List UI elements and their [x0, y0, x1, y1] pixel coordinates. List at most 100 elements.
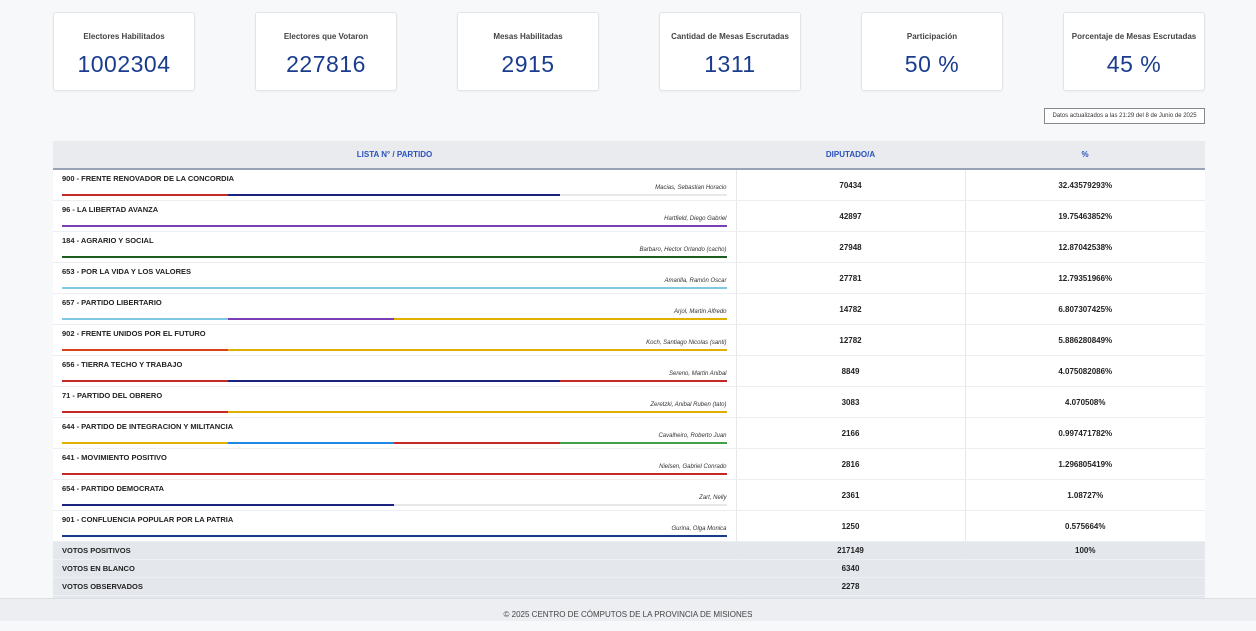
party-name: 653 - POR LA VIDA Y LOS VALORES [62, 267, 192, 276]
party-color-bar [62, 318, 727, 320]
table-row: 656 - TIERRA TECHO Y TRABAJO Sereno, Mart… [53, 355, 1205, 387]
party-cell: 71 - PARTIDO DEL OBRERO Zeretzki, Anibal … [53, 386, 736, 418]
party-color-bar [62, 225, 727, 227]
results-table: LISTA N° / PARTIDO DIPUTADO/A % 900 - FR… [53, 141, 1205, 614]
table-row: 901 - CONFLUENCIA POPULAR POR LA PATRIA G… [53, 510, 1205, 542]
card-title: Participación [906, 32, 958, 41]
votes-cell: 70434 [735, 169, 965, 201]
card-participacion: Participación 50 % [861, 12, 1003, 91]
card-value: 50 % [904, 51, 960, 77]
party-color-bar [62, 287, 727, 289]
totals-row: VOTOS POSITIVOS 217149 100% [53, 541, 1205, 560]
votes-cell: 2166 [735, 417, 965, 449]
votes-cell: 3083 [735, 386, 965, 418]
totals-votes: 2278 [735, 577, 965, 596]
card-value: 2915 [501, 51, 555, 77]
card-electores-votaron: Electores que Votaron 227816 [255, 12, 397, 91]
party-cell: 656 - TIERRA TECHO Y TRABAJO Sereno, Mart… [53, 355, 736, 387]
party-name: 900 - FRENTE RENOVADOR DE LA CONCORDIA [62, 174, 235, 183]
percent-cell: 32.43579293% [964, 169, 1205, 201]
table-row: 71 - PARTIDO DEL OBRERO Zeretzki, Anibal … [53, 386, 1205, 418]
table-row: 902 - FRENTE UNIDOS POR EL FUTURO Koch, S… [53, 324, 1205, 356]
party-color-bar [62, 473, 727, 475]
table-row: 184 - AGRARIO Y SOCIAL Barbaro, Hector Or… [53, 231, 1205, 263]
party-cell: 657 - PARTIDO LIBERTARIO Arjol, Martin Al… [53, 293, 736, 325]
totals-label: VOTOS EN BLANCO [53, 559, 736, 578]
percent-cell: 12.87042538% [964, 231, 1205, 263]
candidate-name: Macias, Sebastian Horacio [655, 185, 727, 191]
votes-cell: 2816 [735, 448, 965, 480]
percent-cell: 12.79351966% [964, 262, 1205, 294]
candidate-name: Hartfield, Diego Gabriel [664, 216, 727, 222]
party-name: 654 - PARTIDO DEMOCRATA [62, 484, 165, 493]
candidate-name: Cavalheiro, Roberto Juan [658, 433, 727, 439]
party-cell: 901 - CONFLUENCIA POPULAR POR LA PATRIA G… [53, 510, 736, 542]
card-title: Mesas Habilitadas [493, 32, 563, 41]
votes-cell: 27948 [735, 231, 965, 263]
party-name: 71 - PARTIDO DEL OBRERO [62, 391, 163, 400]
party-cell: 184 - AGRARIO Y SOCIAL Barbaro, Hector Or… [53, 231, 736, 263]
candidate-name: Barbaro, Hector Orlando (cacho) [639, 247, 727, 253]
totals-row: VOTOS EN BLANCO 6340 [53, 559, 1205, 578]
party-color-bar [62, 442, 727, 444]
percent-cell: 6.807307425% [964, 293, 1205, 325]
card-electores-habilitados: Electores Habilitados 1002304 [53, 12, 195, 91]
card-title: Porcentaje de Mesas Escrutadas [1071, 32, 1197, 41]
header-party[interactable]: LISTA N° / PARTIDO [53, 141, 736, 170]
card-value: 1002304 [77, 51, 171, 77]
totals-percent [964, 577, 1205, 596]
party-cell: 902 - FRENTE UNIDOS POR EL FUTURO Koch, S… [53, 324, 736, 356]
header-percent[interactable]: % [965, 141, 1205, 170]
table-row: 641 - MOVIMIENTO POSITIVO Nielsen, Gabrie… [53, 448, 1205, 480]
table-row: 657 - PARTIDO LIBERTARIO Arjol, Martin Al… [53, 293, 1205, 325]
candidate-name: Amarilla, Ramón Oscar [664, 278, 727, 284]
votes-cell: 1250 [735, 510, 965, 542]
candidate-name: Nielsen, Gabriel Conrado [659, 464, 727, 470]
footer: © 2025 CENTRO DE CÓMPUTOS DE LA PROVINCI… [0, 598, 1256, 621]
candidate-name: Arjol, Martin Alfredo [674, 309, 727, 315]
party-name: 96 - LA LIBERTAD AVANZA [62, 205, 159, 214]
table-header-row: LISTA N° / PARTIDO DIPUTADO/A % [53, 141, 1205, 170]
party-name: 641 - MOVIMIENTO POSITIVO [62, 453, 167, 462]
percent-cell: 0.575664% [964, 510, 1205, 542]
table-row: 653 - POR LA VIDA Y LOS VALORES Amarilla,… [53, 262, 1205, 294]
party-name: 644 - PARTIDO DE INTEGRACION Y MILITANCI… [62, 422, 234, 431]
percent-cell: 1.296805419% [964, 448, 1205, 480]
card-value: 45 % [1106, 51, 1162, 77]
party-cell: 653 - POR LA VIDA Y LOS VALORES Amarilla,… [53, 262, 736, 294]
card-mesas-habilitadas: Mesas Habilitadas 2915 [457, 12, 599, 91]
table-row: 900 - FRENTE RENOVADOR DE LA CONCORDIA Ma… [53, 169, 1205, 201]
party-color-bar [62, 256, 727, 258]
party-color-bar [62, 411, 727, 413]
totals-percent [964, 559, 1205, 578]
party-color-bar [62, 535, 727, 537]
candidate-name: Sereno, Martin Anibal [669, 371, 727, 377]
votes-cell: 8849 [735, 355, 965, 387]
party-cell: 96 - LA LIBERTAD AVANZA Hartfield, Diego … [53, 200, 736, 232]
table-row: 644 - PARTIDO DE INTEGRACION Y MILITANCI… [53, 417, 1205, 449]
totals-label: VOTOS OBSERVADOS [53, 577, 736, 596]
party-color-bar [62, 380, 727, 382]
party-name: 901 - CONFLUENCIA POPULAR POR LA PATRIA [62, 515, 234, 524]
party-cell: 900 - FRENTE RENOVADOR DE LA CONCORDIA Ma… [53, 169, 736, 201]
card-title: Electores que Votaron [283, 32, 369, 41]
totals-row: VOTOS OBSERVADOS 2278 [53, 577, 1205, 596]
summary-cards: Electores Habilitados 1002304 Electores … [53, 12, 1205, 91]
card-mesas-escrutadas: Cantidad de Mesas Escrutadas 1311 [659, 12, 801, 91]
totals-percent: 100% [964, 541, 1205, 560]
header-diputado[interactable]: DIPUTADO/A [736, 141, 965, 170]
card-value: 227816 [286, 51, 366, 77]
percent-cell: 1.08727% [964, 479, 1205, 511]
results-rows: 900 - FRENTE RENOVADOR DE LA CONCORDIA Ma… [53, 169, 1205, 542]
candidate-name: Zeretzki, Anibal Ruben (tato) [650, 402, 727, 408]
party-color-bar [62, 349, 727, 351]
last-updated-badge: Datos actualizados a las 21:29 del 8 de … [1044, 108, 1205, 124]
percent-cell: 5.886280849% [964, 324, 1205, 356]
party-cell: 641 - MOVIMIENTO POSITIVO Nielsen, Gabrie… [53, 448, 736, 480]
percent-cell: 4.075082086% [964, 355, 1205, 387]
card-value: 1311 [704, 51, 756, 77]
votes-cell: 42897 [735, 200, 965, 232]
votes-cell: 27781 [735, 262, 965, 294]
party-color-bar [62, 194, 727, 196]
party-cell: 644 - PARTIDO DE INTEGRACION Y MILITANCI… [53, 417, 736, 449]
